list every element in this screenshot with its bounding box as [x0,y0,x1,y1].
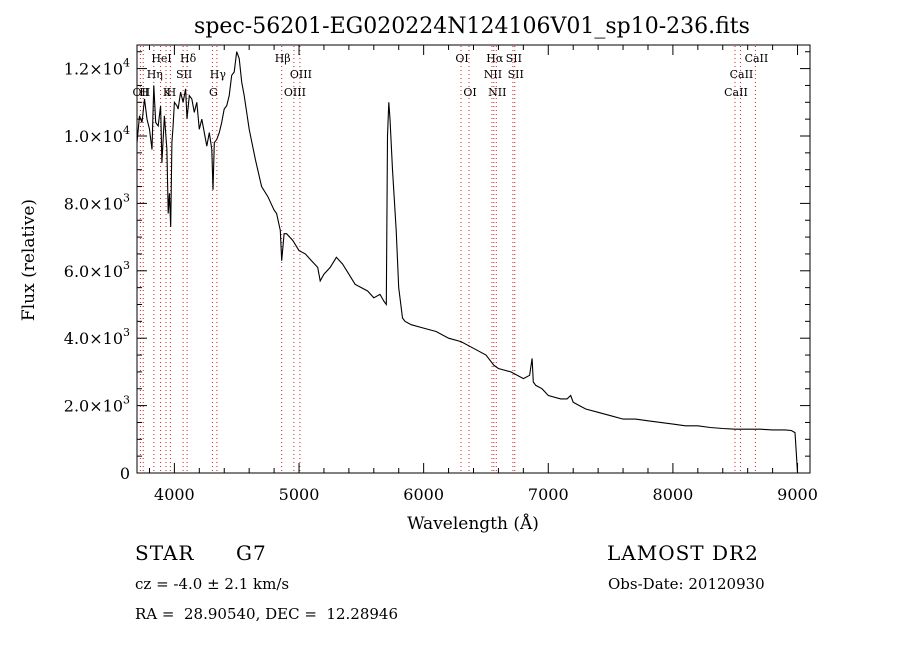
line-label: Hα [486,52,504,65]
y-tick-label: 1.2×104 [64,57,130,79]
line-label: OI [463,86,476,99]
line-label: CaII [745,52,769,65]
object-class: STAR [135,541,195,565]
line-label: CaII [730,68,754,81]
spectrum-line [136,51,799,474]
coordinates: RA = 28.90540, DEC = 12.28946 [135,605,399,623]
survey-name: LAMOST DR2 [607,541,759,565]
x-tick-label: 6000 [403,485,444,504]
x-axis-ticks: 4000 5000 6000 7000 8000 9000 [148,45,818,504]
line-label: OI [455,52,468,65]
spectral-line-labels: OIIHHηHeIKHSIIHδGHγHβOIIIOIIIOIOINIIHαNI… [133,52,769,99]
line-label: SII [176,68,192,81]
y-tick-label: 6.0×103 [64,259,130,281]
y-tick-label: 2.0×103 [64,394,130,416]
x-tick-label: 4000 [154,485,195,504]
line-label: HeI [151,52,171,65]
line-label: OIII [290,68,312,81]
x-tick-label: 9000 [777,485,818,504]
line-label: Hβ [275,52,291,65]
line-label: H [139,86,149,99]
y-tick-label: 1.0×104 [64,124,130,146]
x-tick-label: 5000 [279,485,320,504]
chart-title: spec-56201-EG020224N124106V01_sp10-236.f… [194,14,750,39]
line-label: CaII [724,86,748,99]
x-tick-label: 7000 [528,485,569,504]
redshift-value: cz = -4.0 ± 2.1 km/s [135,575,290,593]
line-label: K [163,86,172,99]
y-axis-ticks: 0 2.0×103 4.0×103 6.0×103 8.0×103 1.0×104 1.2×… [64,51,810,483]
x-tick-label: 8000 [653,485,694,504]
y-tick-label: 4.0×103 [64,326,130,348]
observation-date: Obs-Date: 20120930 [608,575,765,593]
line-label: Hδ [180,52,197,65]
x-axis-label: Wavelength (Å) [407,513,539,534]
plot-frame [136,44,811,474]
y-tick-label: 0 [120,464,130,483]
object-subclass: G7 [236,541,267,565]
line-label: H [167,86,177,99]
spectral-line-markers [139,46,756,472]
line-label: Hη [147,68,163,81]
line-label: SII [508,68,524,81]
line-label: NII [484,68,502,81]
line-label: Hγ [210,68,227,81]
line-label: SII [506,52,522,65]
line-label: OIII [284,86,306,99]
line-label: G [209,86,218,99]
y-axis-label: Flux (relative) [19,199,39,321]
y-tick-label: 8.0×103 [64,191,130,213]
line-label: NII [488,86,506,99]
